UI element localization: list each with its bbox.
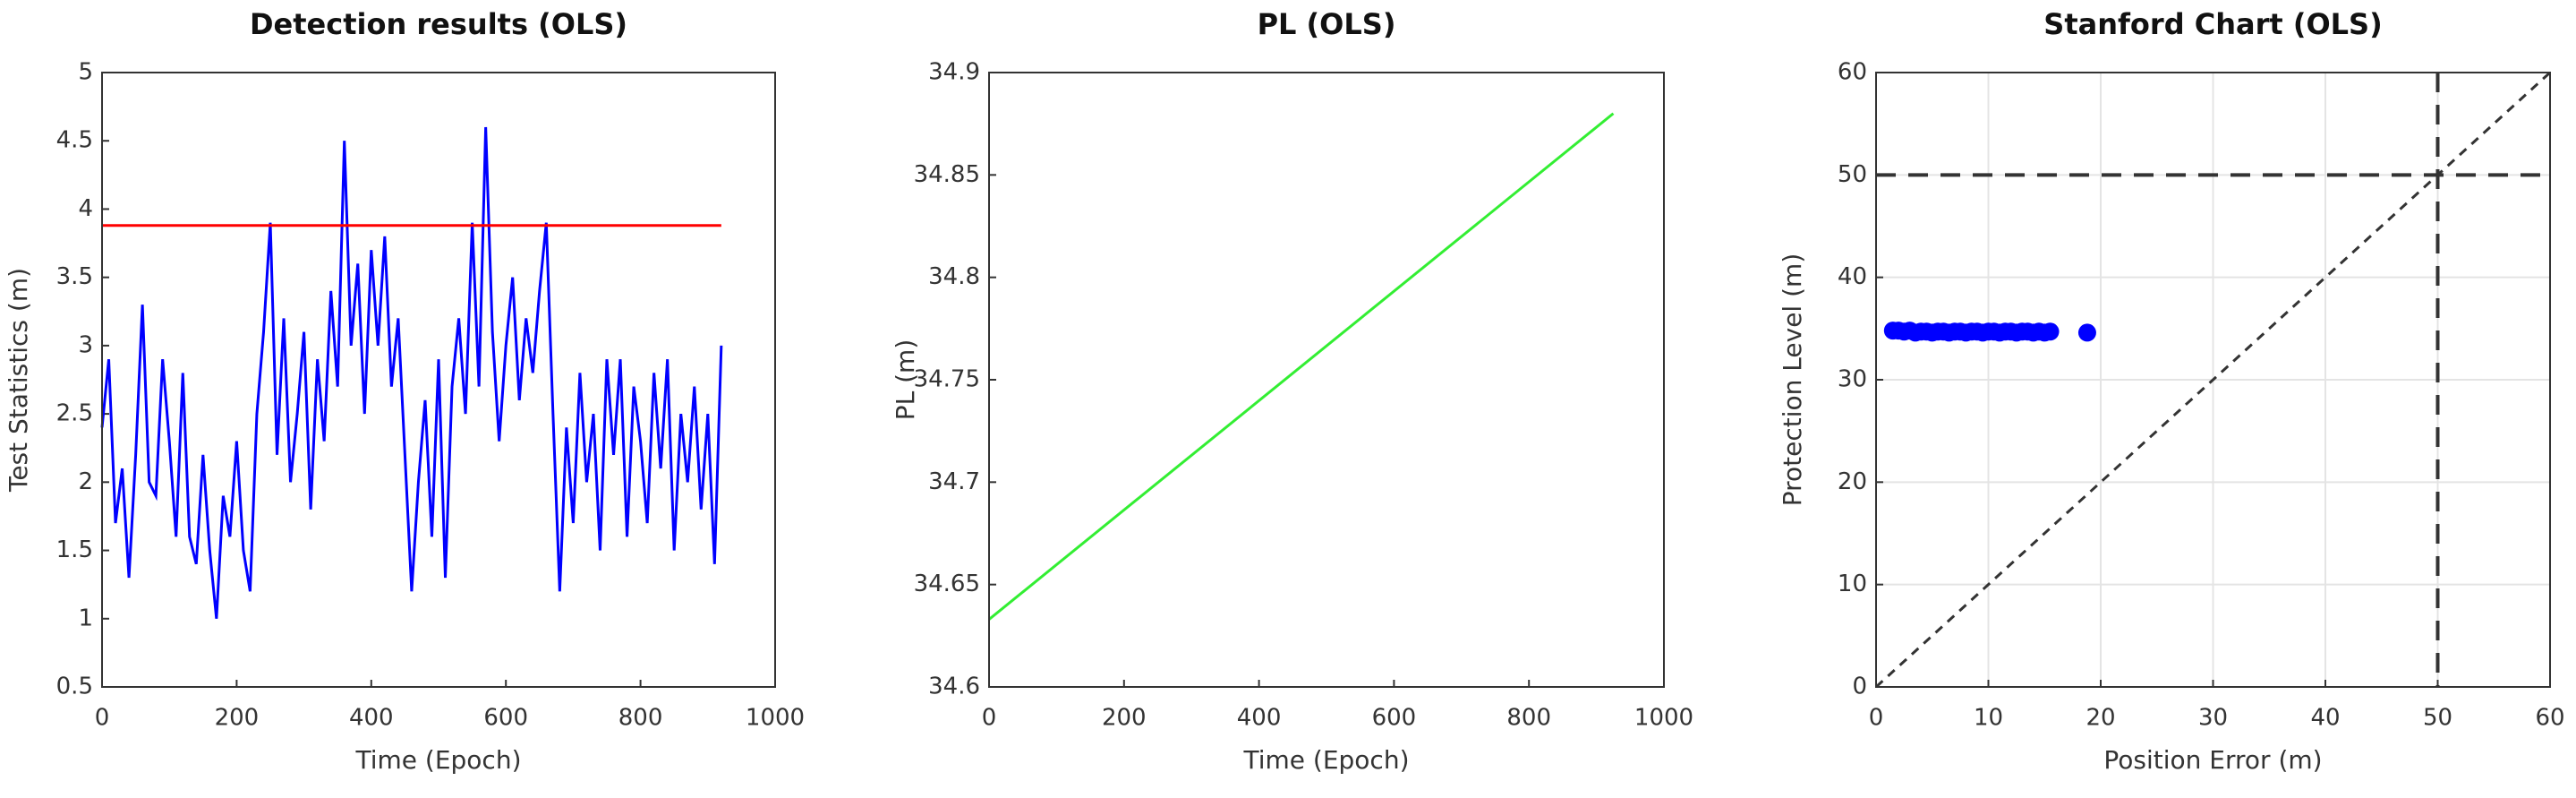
y-tick-label: 0.5 bbox=[56, 674, 93, 700]
x-tick-label: 60 bbox=[2535, 705, 2564, 732]
data-point bbox=[2041, 322, 2060, 341]
y-tick-label: 4 bbox=[78, 195, 93, 222]
x-tick-label: 600 bbox=[483, 705, 528, 732]
y-axis-label: Test Statistics (m) bbox=[4, 268, 33, 493]
y-tick-label: 30 bbox=[1838, 366, 1867, 393]
x-tick-label: 800 bbox=[1506, 705, 1551, 732]
y-tick-label: 2.5 bbox=[56, 400, 93, 427]
x-tick-label: 1000 bbox=[1634, 705, 1693, 732]
x-tick-label: 0 bbox=[95, 705, 110, 732]
x-tick-label: 200 bbox=[215, 705, 260, 732]
axes-frame bbox=[988, 72, 1665, 688]
axes-frame bbox=[101, 72, 776, 688]
y-tick-label: 34.9 bbox=[928, 59, 980, 86]
data-line bbox=[100, 126, 723, 619]
x-tick-label: 400 bbox=[1237, 705, 1282, 732]
y-tick-label: 10 bbox=[1838, 571, 1867, 597]
x-tick-label: 200 bbox=[1102, 705, 1147, 732]
y-tick-label: 1 bbox=[78, 605, 93, 631]
x-tick-label: 20 bbox=[2086, 705, 2115, 732]
y-tick-label: 34.7 bbox=[928, 468, 980, 495]
y-tick-label: 50 bbox=[1838, 161, 1867, 188]
y-axis-label: Protection Level (m) bbox=[1778, 253, 1807, 507]
x-axis-label: Time (Epoch) bbox=[354, 745, 521, 775]
y-tick-label: 5 bbox=[78, 59, 93, 86]
x-tick-label: 800 bbox=[618, 705, 663, 732]
x-axis-label: Time (Epoch) bbox=[1242, 745, 1409, 775]
x-tick-label: 400 bbox=[349, 705, 394, 732]
data-point bbox=[2077, 323, 2096, 342]
y-tick-label: 40 bbox=[1838, 263, 1867, 290]
x-tick-label: 10 bbox=[1974, 705, 2003, 732]
y-tick-label: 34.85 bbox=[914, 161, 980, 188]
y-tick-label: 4.5 bbox=[56, 127, 93, 154]
x-tick-label: 600 bbox=[1372, 705, 1417, 732]
y-tick-label: 3.5 bbox=[56, 263, 93, 290]
x-tick-label: 0 bbox=[1869, 705, 1884, 732]
y-tick-label: 34.6 bbox=[928, 674, 980, 700]
x-tick-label: 50 bbox=[2423, 705, 2452, 732]
x-tick-label: 40 bbox=[2310, 705, 2340, 732]
axes-frame bbox=[1875, 72, 2551, 688]
x-tick-label: 30 bbox=[2198, 705, 2228, 732]
x-tick-label: 0 bbox=[982, 705, 997, 732]
y-tick-label: 3 bbox=[78, 331, 93, 358]
y-tick-label: 34.8 bbox=[928, 263, 980, 290]
y-tick-label: 2 bbox=[78, 468, 93, 495]
data-line bbox=[988, 112, 1615, 621]
y-tick-label: 20 bbox=[1838, 468, 1867, 495]
y-tick-label: 0 bbox=[1852, 674, 1867, 700]
x-axis-label: Position Error (m) bbox=[2103, 745, 2322, 775]
x-tick-label: 1000 bbox=[746, 705, 805, 732]
y-tick-label: 1.5 bbox=[56, 536, 93, 563]
chart-title: PL (OLS) bbox=[1258, 7, 1396, 41]
chart-title: Detection results (OLS) bbox=[250, 7, 627, 41]
chart-title: Stanford Chart (OLS) bbox=[2043, 7, 2382, 41]
y-tick-label: 60 bbox=[1838, 59, 1867, 86]
y-tick-label: 34.65 bbox=[914, 571, 980, 597]
y-axis-label: PL (m) bbox=[891, 339, 920, 421]
y-tick-label: 34.75 bbox=[914, 366, 980, 393]
